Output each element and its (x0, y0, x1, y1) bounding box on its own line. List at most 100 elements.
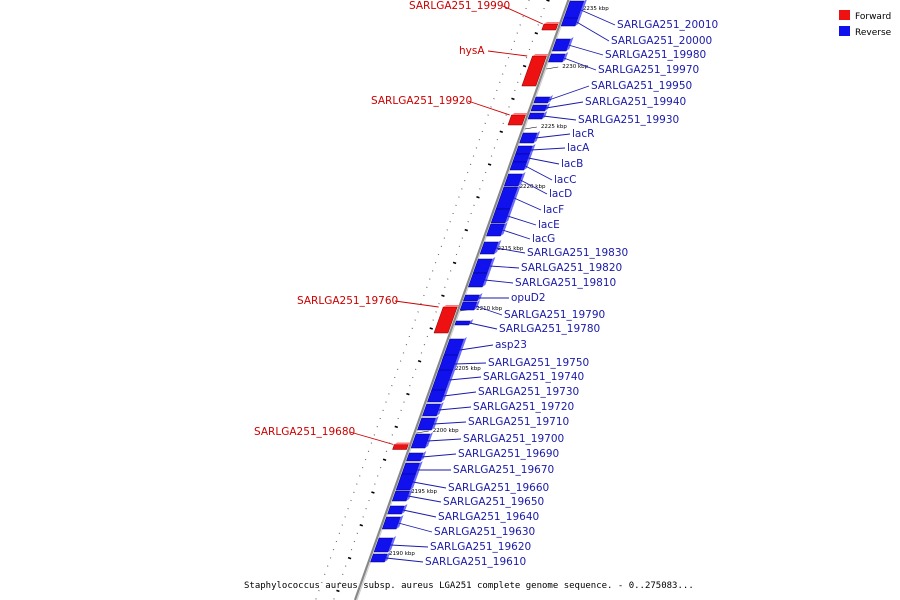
gene-sarlga251-20000-label[interactable]: SARLGA251_20000 (611, 35, 712, 47)
gene-opud2-label[interactable]: opuD2 (511, 292, 546, 304)
gene-sarlga251-19660-label[interactable]: SARLGA251_19660 (448, 482, 549, 494)
track-mark (339, 581, 341, 584)
gene-laca-label[interactable]: lacA (567, 142, 590, 154)
scale-tick-label: 2225 kbp (541, 124, 567, 130)
gene-sarlga251-19810-label[interactable]: SARLGA251_19810 (515, 277, 616, 289)
gene-sarlga251-19970-leader (563, 57, 597, 71)
gene-sarlga251-19640-label[interactable]: SARLGA251_19640 (438, 511, 539, 523)
gene-sarlga251-19970-label[interactable]: SARLGA251_19970 (598, 64, 699, 76)
track-mark (493, 98, 495, 100)
track-mark (350, 499, 352, 502)
gene-sarlga251-19760-label[interactable]: SARLGA251_19760 (297, 295, 398, 307)
track-mark (362, 516, 364, 518)
gene-sarlga251-19700-label[interactable]: SARLGA251_19700 (463, 433, 564, 445)
track-mark (543, 7, 545, 10)
gene-sarlga251-19930-label[interactable]: SARLGA251_19930 (578, 114, 679, 126)
track-mark (324, 573, 326, 575)
gene-sarlga251-19930-highlight (542, 111, 548, 119)
track-mark (487, 163, 492, 166)
track-mark (434, 262, 437, 264)
scale-tick-mark (546, 66, 559, 70)
gene-hysa-label[interactable]: hysA (459, 45, 485, 57)
gene-sarlga251-19990-highlight (543, 22, 561, 24)
gene-sarlga251-19690-label[interactable]: SARLGA251_19690 (458, 448, 559, 460)
gene-sarlga251-19630-label[interactable]: SARLGA251_19630 (434, 526, 535, 538)
gene-sarlga251-19920-label[interactable]: SARLGA251_19920 (371, 95, 472, 107)
gene-sarlga251-19670-label[interactable]: SARLGA251_19670 (453, 464, 554, 476)
gene-laca-body (515, 145, 533, 155)
track-mark (359, 475, 361, 477)
legend-label-reverse: Reverse (855, 28, 892, 38)
gene-lacb-label[interactable]: lacB (561, 158, 583, 170)
track-mark (420, 303, 422, 305)
gene-sarlga251-19680-leader (349, 431, 394, 445)
track-mark (420, 352, 423, 354)
gene-hysa (521, 54, 550, 87)
gene-sarlga251-19680-highlight (394, 442, 412, 445)
track-mark (326, 565, 329, 567)
gene-sarlga251-19780-label[interactable]: SARLGA251_19780 (499, 323, 600, 335)
gene-sarlga251-19820-label[interactable]: SARLGA251_19820 (521, 262, 622, 274)
legend: Forward Reverse (839, 10, 892, 38)
track-mark (505, 114, 507, 116)
gene-sarlga251-19650-leader (407, 495, 442, 503)
gene-lacg-label[interactable]: lacG (532, 233, 555, 245)
track-mark (484, 171, 487, 174)
gene-sarlga251-19720-label[interactable]: SARLGA251_19720 (473, 401, 574, 413)
scale-tick-label: 2190 kbp (389, 551, 415, 557)
gene-lacg (486, 222, 508, 237)
track-mark (510, 48, 513, 51)
gene-sarlga251-19830-highlight (494, 240, 502, 254)
gene-sarlga251-19750-label[interactable]: SARLGA251_19750 (488, 357, 589, 369)
gene-sarlga251-19760-highlight (443, 305, 461, 307)
gene-sarlga251-19710-label[interactable]: SARLGA251_19710 (468, 416, 569, 428)
track-mark (455, 204, 457, 206)
gene-lacd-label[interactable]: lacD (549, 188, 572, 200)
track-mark (470, 212, 472, 215)
gene-lacc-label[interactable]: lacC (554, 174, 576, 186)
gene-sarlga251-19920-leader (467, 100, 510, 116)
track-mark (546, 0, 550, 2)
track-mark (458, 196, 460, 198)
gene-sarlga251-19940-label[interactable]: SARLGA251_19940 (585, 96, 686, 108)
gene-sarlga251-19790-label[interactable]: SARLGA251_19790 (504, 309, 605, 321)
track-mark (377, 475, 379, 477)
gene-sarlga251-20010-label[interactable]: SARLGA251_20010 (617, 19, 718, 31)
track-mark (507, 57, 510, 59)
track-mark (487, 114, 489, 116)
gene-sarlga251-19740-label[interactable]: SARLGA251_19740 (483, 371, 584, 383)
gene-laca-highlight (529, 144, 536, 154)
gene-sarlga251-19830-label[interactable]: SARLGA251_19830 (527, 247, 628, 259)
gene-sarlga251-19620 (373, 536, 397, 553)
track-mark (411, 327, 413, 329)
gene-sarlga251-19680-label[interactable]: SARLGA251_19680 (254, 426, 355, 438)
track-mark (516, 32, 519, 34)
track-mark (519, 24, 521, 26)
gene-sarlga251-19970-body (548, 53, 566, 63)
gene-sarlga251-19830-leader (496, 247, 526, 254)
gene-sarlga251-19730-label[interactable]: SARLGA251_19730 (478, 386, 579, 398)
gene-lace-label[interactable]: lacE (538, 219, 560, 231)
track-mark (336, 589, 340, 593)
track-mark (376, 426, 378, 428)
gene-sarlga251-19920-highlight (511, 113, 529, 115)
gene-sarlga251-19630-highlight (396, 515, 404, 529)
gene-sarlga251-19790-leader (475, 305, 503, 316)
scale-tick-label: 2205 kbp (455, 366, 481, 372)
gene-asp23-label[interactable]: asp23 (495, 339, 527, 351)
gene-sarlga251-19700 (410, 432, 434, 449)
gene-sarlga251-20000-body (560, 17, 579, 27)
track-mark (499, 81, 501, 83)
gene-lacr (519, 131, 541, 144)
gene-sarlga251-19620-label[interactable]: SARLGA251_19620 (430, 541, 531, 553)
gene-sarlga251-19680 (392, 442, 412, 450)
gene-opud2-highlight (477, 293, 483, 301)
gene-lacr-label[interactable]: lacR (572, 128, 594, 140)
gene-sarlga251-19610-label[interactable]: SARLGA251_19610 (425, 556, 526, 568)
gene-sarlga251-19980-label[interactable]: SARLGA251_19980 (605, 49, 706, 61)
gene-sarlga251-19990-label[interactable]: SARLGA251_19990 (409, 0, 510, 12)
gene-lacf-label[interactable]: lacF (543, 204, 564, 216)
gene-sarlga251-19930 (527, 111, 548, 120)
gene-sarlga251-19650-label[interactable]: SARLGA251_19650 (443, 496, 544, 508)
gene-sarlga251-19950-label[interactable]: SARLGA251_19950 (591, 80, 692, 92)
